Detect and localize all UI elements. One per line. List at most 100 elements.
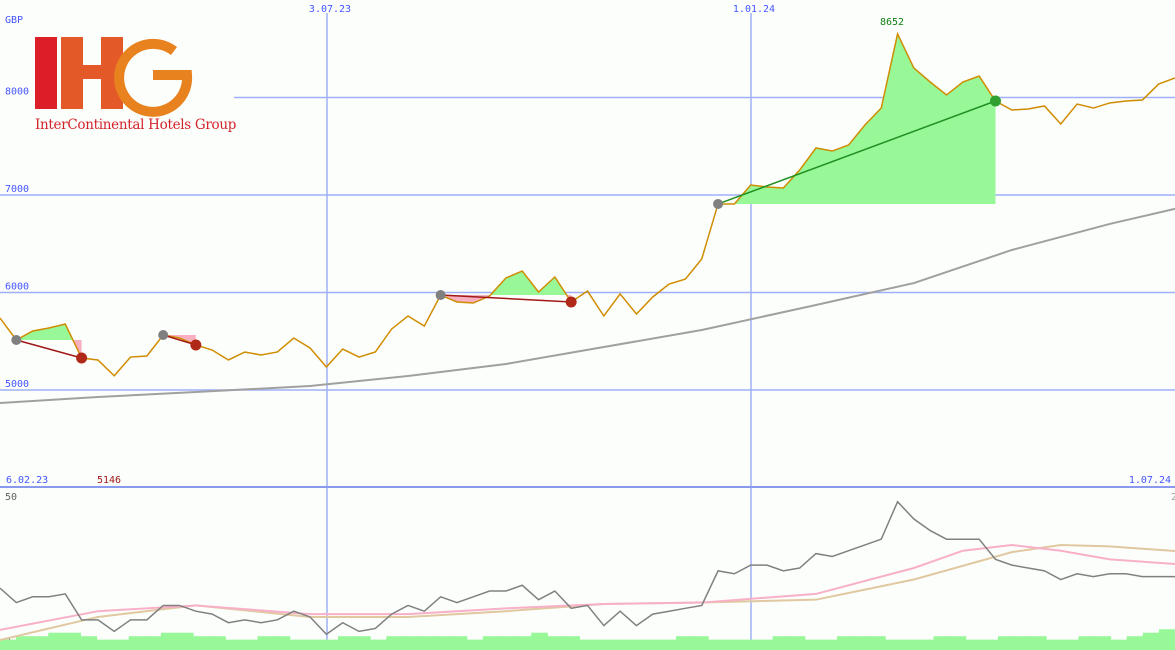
volume-bar [1126,636,1144,650]
volume-bar [273,636,291,650]
trade-loss-area [163,335,196,345]
trade-entry-marker [158,330,169,341]
volume-bar [740,639,758,650]
volume-bar [305,639,323,650]
volume-bar [901,639,918,650]
volume-bar [144,636,162,650]
volume-bar [241,639,259,650]
max-price-label: 8652 [880,17,904,28]
volume-bar [804,639,822,650]
trade-exit-marker [565,296,577,308]
ihg-logo: InterContinental Hotels Group [35,35,237,135]
oscillator-tick-label: 50 [5,492,17,503]
trade-entry-marker [11,334,22,345]
volume-bar [32,636,49,650]
ihg-logo-mark [35,37,193,117]
volume-bar [820,639,838,650]
y-tick-label: 7000 [5,184,29,195]
trade-exit-marker [190,339,202,351]
volume-bar [498,636,516,650]
volume-bar [354,636,371,650]
x-tick-label: 3.07.23 [309,4,351,15]
company-name: InterContinental Hotels Group [35,117,237,133]
volume-bar [1094,636,1112,650]
volume-bar [418,636,436,650]
volume-bar [1142,632,1160,650]
y-tick-label: 5000 [5,379,29,390]
volume-bar [756,639,774,650]
y-tick-label: 8000 [5,87,29,98]
trade-gain-area [16,323,82,340]
trade-gain-area [440,271,572,296]
volume-bar [885,639,902,650]
volume-bar [370,639,387,650]
trade-line [162,334,197,346]
volume-bar [16,636,33,650]
volume-bar [869,636,886,650]
oscillator-line [0,500,1175,636]
volume-bar [1046,639,1063,650]
volume-bar [563,636,580,650]
volume-bar [981,639,999,650]
volume-bar [160,632,178,650]
volume-bar [1062,639,1079,650]
min-price-label: 5146 [97,475,121,486]
trade-loss-area [16,339,82,359]
volume-bar [659,639,677,650]
volume-bar [772,636,790,650]
volume-bar [853,636,870,650]
trade-gain-area [718,33,996,204]
volume-bar [193,636,210,650]
volume-bar [450,636,468,650]
trade-exit-marker [989,95,1001,107]
volume-bar [225,639,242,650]
volume-bar [676,636,693,650]
fast-signal-line [0,543,1175,631]
volume-bar [112,639,130,650]
volume-bar [579,639,597,650]
volume-bar [434,636,452,650]
volume-bar [708,639,725,650]
volume-bar [80,636,98,650]
volume-bar [917,639,935,650]
volume-bar [611,639,629,650]
volume-bar [933,636,951,650]
x-tick-label: 6.02.23 [6,475,48,486]
volume-bar [1158,629,1175,650]
volume-bar [177,632,194,650]
volume-bar [1014,636,1031,650]
currency-label: GBP [5,15,23,26]
volume-bar [48,632,65,650]
moving-average-line [0,207,1175,404]
y-tick-label: 6000 [5,282,29,293]
volume-bar [482,636,500,650]
volume-bar [1078,636,1096,650]
trade-line [16,339,82,359]
trade-line [440,294,572,303]
volume-bar [692,636,709,650]
trade-entry-marker [713,198,724,209]
volume-bar [64,632,81,650]
volume-bar [547,636,564,650]
volume-bar [466,639,484,650]
volume-bar [321,639,339,650]
volume-bar [836,636,854,650]
volume-bar [788,636,806,650]
volume-bar [386,636,403,650]
slow-signal-line [0,543,1175,641]
volume-bar [997,636,1015,650]
volume-bar [257,636,275,650]
volume-bar [128,636,146,650]
volume-bar [595,639,613,650]
volume-bar [949,636,967,650]
trade-entry-marker [435,290,446,301]
x-tick-label: 1.07.24 [1129,475,1171,486]
trade-line [717,100,996,205]
volume-bar [531,632,548,650]
trade-exit-marker [76,352,88,364]
volume-bar [96,639,114,650]
volume-bar [643,639,661,650]
x-tick-label: 1.01.24 [733,4,775,15]
volume-bar [724,639,741,650]
